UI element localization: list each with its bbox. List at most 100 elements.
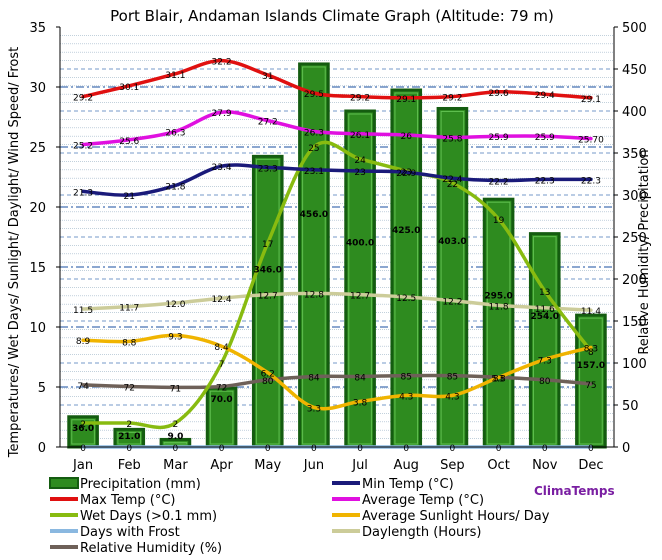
precipitation-bar [436,106,469,449]
data-label: 29.2 [350,94,370,104]
precipitation-bar-highlight [71,419,95,445]
data-label: 0 [496,444,502,454]
series-line [81,163,593,197]
data-label: 12.8 [304,290,324,300]
data-label: 23.1 [304,167,324,177]
left-tick-label: 25 [29,141,46,156]
data-label: 17 [262,240,273,250]
precipitation-bar [298,62,330,449]
data-label: 23.3 [258,164,278,174]
bar-value-label: 157.0 [577,361,605,371]
data-label: 12.0 [165,300,185,310]
bar-value-label: 9.0 [167,432,183,442]
data-label: 25.9 [489,133,509,143]
data-label: 12.2 [442,298,462,308]
left-tick-label: 10 [29,321,46,336]
bar-value-label: 346.0 [254,266,282,276]
data-label: 22.4 [442,175,462,185]
data-label: 8.8 [122,338,137,348]
data-label: 25.2 [73,142,93,152]
data-label: 72 [216,384,227,394]
series-line [81,291,593,312]
data-label: 27.2 [258,118,278,128]
data-label: 19 [493,216,505,226]
bar-value-label: 403.0 [438,237,466,247]
precipitation-bar-highlight [486,201,511,445]
data-label: 29.2 [73,94,93,104]
data-label: 0 [588,444,594,454]
data-label: 29.4 [535,91,555,101]
legend-label: Precipitation (mm) [80,477,201,492]
data-label: 31 [262,72,273,82]
data-label: 26.3 [165,128,185,138]
data-label: 84 [308,373,320,383]
data-label: 23.4 [212,163,232,173]
data-label: 25.9 [535,133,555,143]
right-tick-label: 150 [622,315,647,330]
x-tick-label: Oct [487,458,509,473]
data-label: 0 [173,444,179,454]
data-label: 4.3 [399,392,413,402]
legend-label: Min Temp (°C) [362,477,454,492]
y-axis-label-left: Temperatures/ Wet Days/ Sunlight/ Daylig… [7,47,22,458]
legend: Precipitation (mm) Min Temp (°C) Max Temp … [49,477,550,556]
legend-label: Max Temp (°C) [80,493,176,508]
data-label: 25.8 [442,134,462,144]
data-label: 12.7 [350,292,370,302]
data-label: 31.1 [165,71,185,81]
x-tick-label: Feb [118,458,141,473]
right-tick-label: 200 [622,273,647,288]
precipitation-bar-highlight [579,317,603,445]
left-tick-label: 30 [29,81,46,96]
x-tick-label: Mar [163,458,188,473]
data-label: 11.5 [73,306,93,316]
axes: 0510152025303505010015020025030035040045… [29,21,646,473]
precipitation-bar-highlight [532,236,557,445]
data-label: 84 [354,373,366,383]
left-tick-label: 20 [29,201,46,216]
data-label: 2 [80,420,86,430]
data-label: 75 [585,381,596,391]
right-tick-label: 0 [622,441,630,456]
data-label: 74 [77,382,89,392]
right-tick-label: 450 [622,63,647,78]
left-tick-label: 35 [29,21,46,36]
precipitation-bar [482,197,515,449]
precipitation-bar [390,88,423,449]
bar-value-label: 456.0 [300,210,328,220]
left-tick-label: 0 [38,441,46,456]
data-label: 71 [170,384,181,394]
data-label: 30.1 [119,83,139,93]
legend-label: Relative Humidity (%) [80,541,222,556]
data-label: 22.2 [489,178,509,188]
x-tick-label: Nov [532,458,558,473]
data-label: 5.8 [491,374,506,384]
series-line [81,58,593,100]
data-label: 2 [173,420,179,430]
data-label: 29.2 [442,94,462,104]
data-label: 13 [539,288,550,298]
x-tick-label: Sep [440,458,465,473]
data-label: 0 [450,444,456,454]
data-label: 3.8 [353,398,368,408]
data-label: 25.70 [578,136,604,146]
data-label: 29.6 [489,89,509,99]
data-label: 72 [124,384,135,394]
data-label: 11.7 [119,304,139,314]
left-tick-label: 15 [29,261,46,276]
right-tick-label: 350 [622,147,647,162]
bar-value-label: 425.0 [392,226,420,236]
series-line [81,110,593,147]
data-label: 21 [124,192,135,202]
data-label: 22.3 [535,176,555,186]
data-label: 29.1 [581,95,601,105]
bar-value-label: 295.0 [484,291,512,301]
data-label: 22 [447,180,458,190]
data-label: 26 [401,132,413,142]
precipitation-bar-highlight [163,441,188,445]
data-label: 11.4 [581,307,601,317]
data-label: 27.9 [212,109,232,119]
data-label: 11.6 [535,305,555,315]
data-label: 0 [265,444,271,454]
